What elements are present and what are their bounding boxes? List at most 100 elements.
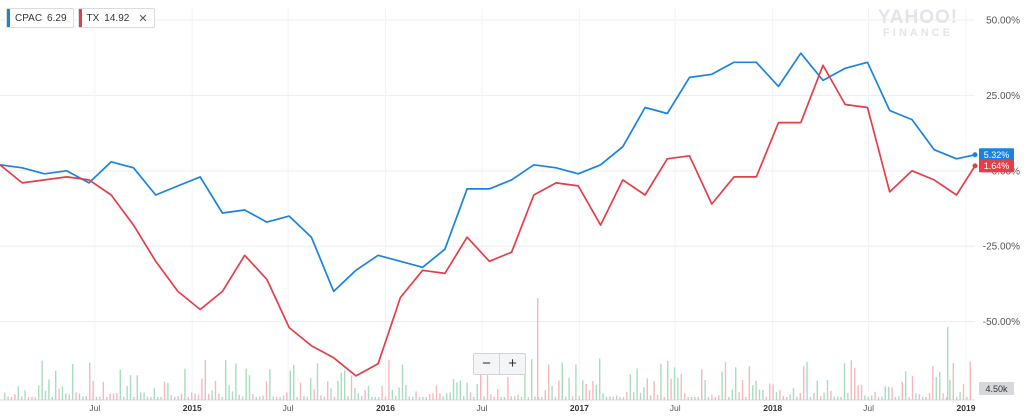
volume-bar xyxy=(843,363,846,400)
volume-bar xyxy=(361,395,363,400)
volume-bar xyxy=(932,365,934,400)
volume-bar xyxy=(510,396,512,400)
volume-bar xyxy=(918,394,920,400)
volume-bar xyxy=(952,363,954,400)
volume-bar xyxy=(857,385,859,400)
volume-bar xyxy=(684,393,686,400)
volume-bar xyxy=(269,369,271,400)
volume-bar xyxy=(490,394,492,400)
zoom-out-button[interactable]: − xyxy=(482,355,491,372)
volume-bar xyxy=(289,370,291,400)
x-axis-ticks: Jul 2015 Jul 2016 Jul 2017 Jul 2018 Jul 2019 xyxy=(89,403,975,413)
volume-bar xyxy=(129,375,132,400)
volume-bar xyxy=(762,390,764,400)
volume-bar xyxy=(333,396,336,400)
volume-bar xyxy=(55,370,57,400)
volume-bar xyxy=(928,392,931,400)
volume-bar xyxy=(956,397,958,400)
volume-bar xyxy=(663,397,665,400)
volume-bar xyxy=(34,396,36,400)
volume-bar xyxy=(408,396,410,400)
volume-bar xyxy=(833,396,835,400)
volume-bar xyxy=(947,327,949,400)
y-tick-label: 25.00% xyxy=(986,91,1020,102)
volume-bar xyxy=(177,395,179,400)
volume-bar xyxy=(548,364,550,400)
volume-bar xyxy=(741,380,744,400)
volume-bar xyxy=(170,395,172,400)
cpac-last-value-flag xyxy=(979,148,1014,162)
legend-chip-cpac[interactable]: CPAC 6.29 xyxy=(6,8,74,28)
volume-bar xyxy=(225,360,227,400)
volume-bar xyxy=(765,396,767,400)
volume-bar xyxy=(388,359,390,400)
volume-bar xyxy=(660,363,662,400)
volume-bar xyxy=(439,393,441,400)
volume-bar xyxy=(327,381,329,400)
volume-label-text: 4.50k xyxy=(985,384,1008,394)
volume-bar xyxy=(384,396,387,400)
volume-bar xyxy=(687,397,689,400)
volume-bar xyxy=(891,387,893,400)
volume-bar xyxy=(354,388,356,400)
last-value-flags: 5.32%1.64% xyxy=(979,148,1014,173)
volume-bar xyxy=(507,377,509,400)
volume-bar xyxy=(123,396,125,400)
volume-bar xyxy=(537,396,540,400)
volume-bar xyxy=(854,367,856,400)
volume-bar xyxy=(126,386,128,400)
volume-bar xyxy=(690,396,693,400)
volume-bar xyxy=(374,397,376,400)
volume-bar xyxy=(21,396,23,400)
volume-bar xyxy=(238,394,240,400)
cpac-symbol: CPAC xyxy=(15,12,43,24)
volume-bar xyxy=(592,381,594,400)
volume-bar xyxy=(143,392,145,400)
volume-bar xyxy=(680,374,682,400)
volume-bar xyxy=(483,396,485,400)
volume-bar xyxy=(75,392,77,400)
volume-bar xyxy=(136,375,138,400)
volume-bar xyxy=(915,393,917,400)
volume-bar xyxy=(612,396,614,400)
volume-bar xyxy=(364,390,366,400)
tx-last-point xyxy=(972,163,978,169)
volume-bar xyxy=(962,384,965,400)
legend-chip-tx[interactable]: TX 14.92 ✕ xyxy=(77,8,155,28)
volume-bar xyxy=(276,396,278,400)
volume-bar xyxy=(106,397,108,400)
volume-bar xyxy=(429,394,431,400)
volume-bar xyxy=(595,384,597,400)
x-tick-label: 2017 xyxy=(570,403,589,413)
volume-bar xyxy=(874,391,876,400)
volume-bar xyxy=(629,374,631,400)
volume-bar xyxy=(656,394,659,400)
volume-bar xyxy=(48,379,50,400)
volume-bar xyxy=(622,397,625,400)
volume-bars xyxy=(4,298,971,400)
volume-bar xyxy=(969,361,971,400)
volume-bar xyxy=(191,392,193,400)
volume-bar xyxy=(38,385,40,400)
volume-bar xyxy=(347,396,349,400)
tx-last-value-label: 1.64% xyxy=(984,161,1010,171)
volume-bar xyxy=(650,395,652,400)
volume-bar xyxy=(330,388,332,400)
volume-bar xyxy=(728,397,730,400)
volume-bar xyxy=(718,395,720,400)
volume-bar xyxy=(809,397,812,400)
zoom-in-button[interactable]: + xyxy=(499,354,525,374)
volume-bar xyxy=(694,397,696,400)
volume-bar xyxy=(133,397,135,400)
remove-tx-close-icon[interactable]: ✕ xyxy=(138,12,148,25)
volume-bar xyxy=(279,397,281,400)
volume-bar xyxy=(541,397,543,400)
volume-bar xyxy=(626,391,628,400)
volume-bar xyxy=(7,396,9,400)
x-tick-label: 2016 xyxy=(376,403,395,413)
volume-bar xyxy=(320,395,322,400)
volume-bar xyxy=(51,397,53,400)
volume-bar xyxy=(860,385,863,400)
cpac-last-value-label: 5.32% xyxy=(984,150,1010,160)
volume-bar xyxy=(72,363,74,400)
